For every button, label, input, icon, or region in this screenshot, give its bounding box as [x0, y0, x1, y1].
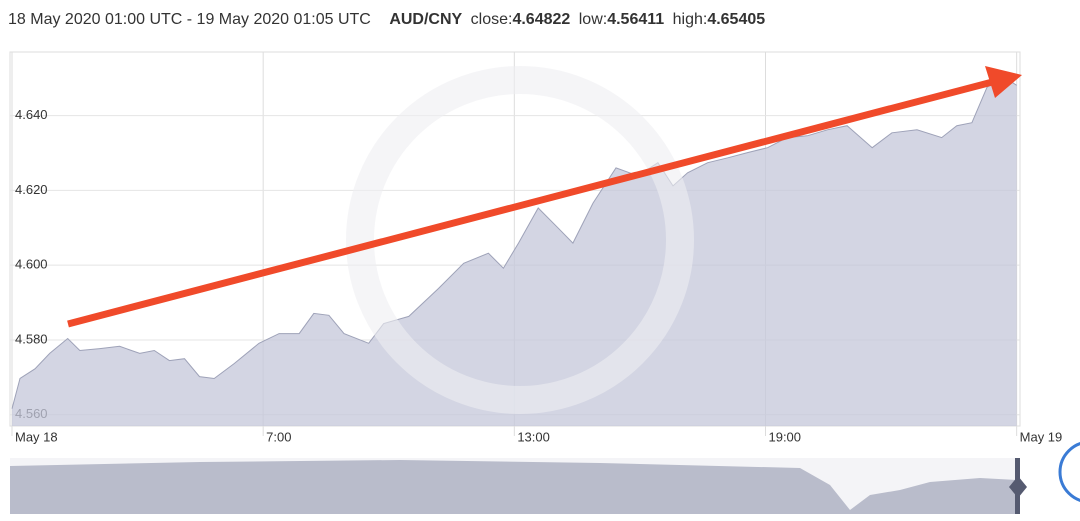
stat-label: close: [471, 11, 513, 28]
stat-label: high: [673, 11, 708, 28]
x-tick-label: May 18 [15, 429, 58, 444]
stat-value: 4.56411 [607, 11, 664, 28]
date-range: 18 May 2020 01:00 UTC - 19 May 2020 01:0… [8, 11, 371, 28]
x-tick-label: 19:00 [768, 429, 801, 444]
stat-value: 4.64822 [512, 11, 570, 28]
trend-arrow [67, 76, 1001, 328]
y-tick-label: 4.640 [15, 107, 48, 122]
line [11, 74, 1017, 409]
pair: AUD/CNY [389, 11, 462, 28]
x-tick-label: 13:00 [517, 429, 550, 444]
x-tick-label: 7:00 [266, 429, 291, 444]
stat-value: 4.65405 [707, 11, 765, 28]
navigator-area [10, 460, 1018, 514]
x-tick-label: May 19 [1020, 429, 1063, 444]
stat-label: low: [579, 11, 607, 28]
y-tick-label: 4.600 [15, 257, 48, 272]
arrow-head [985, 66, 1022, 98]
y-tick-label: 4.580 [15, 331, 48, 346]
navigator-grip[interactable] [1009, 476, 1027, 498]
watermark [346, 66, 694, 414]
button[interactable] [1058, 442, 1080, 502]
header: 18 May 2020 01:00 UTC - 19 May 2020 01:0… [8, 11, 765, 28]
y-tick-label: 4.620 [15, 182, 48, 197]
